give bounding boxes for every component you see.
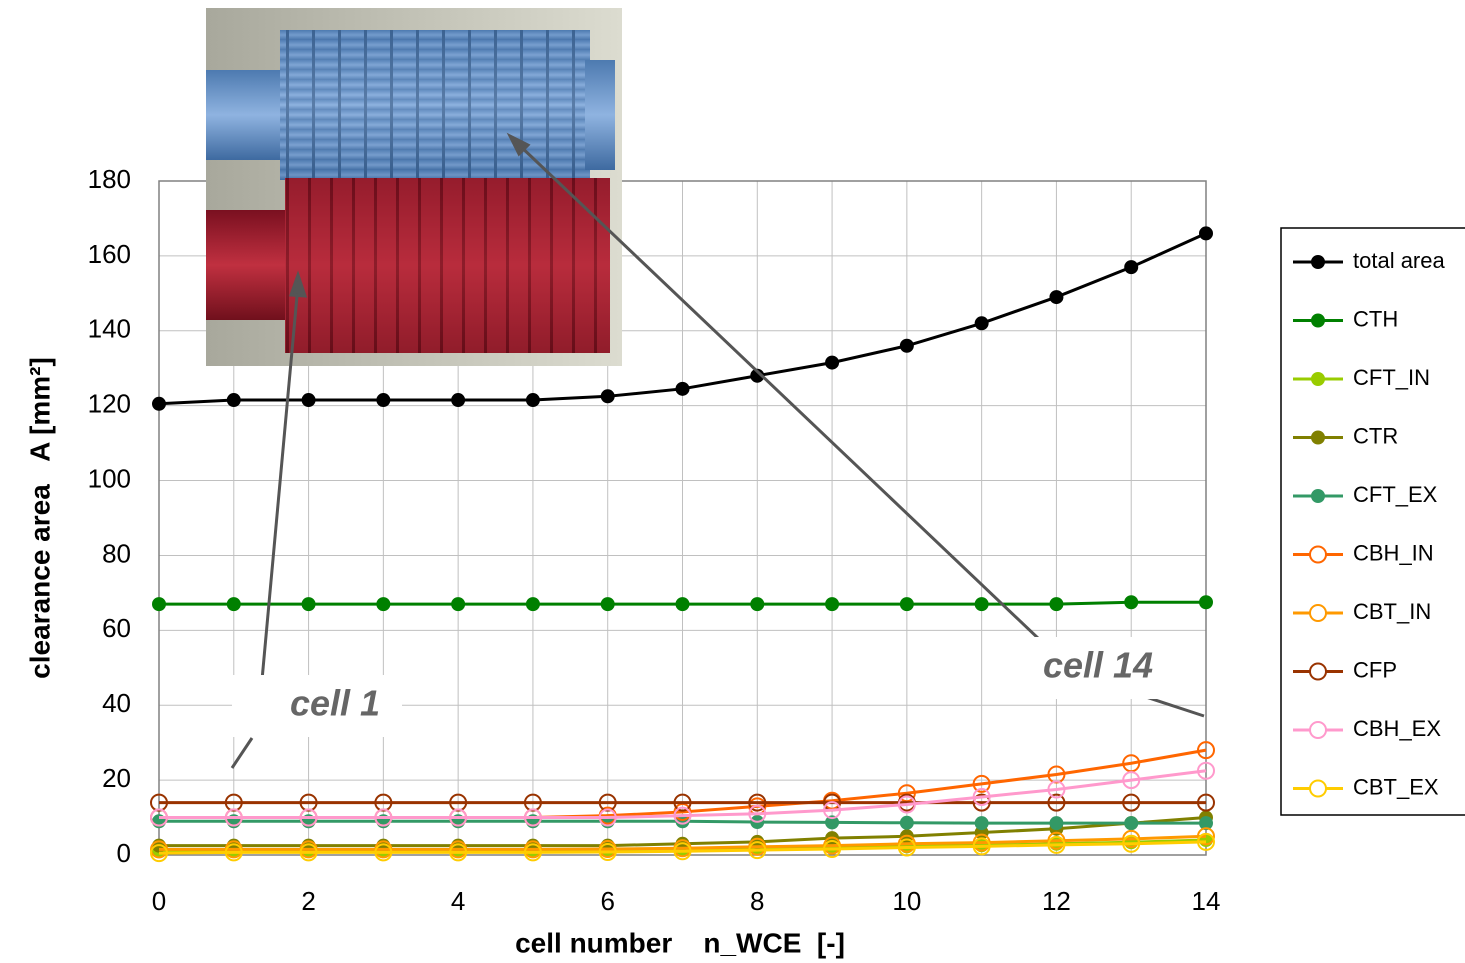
point (1050, 598, 1062, 610)
point (1050, 817, 1062, 829)
y-tick-label: 80 (102, 538, 131, 568)
x-tick-label: 8 (750, 886, 764, 916)
legend-label: CBH_IN (1353, 540, 1434, 565)
point (1125, 261, 1137, 273)
legend-label: CFT_EX (1353, 482, 1438, 507)
inset-image (206, 8, 622, 366)
point (228, 598, 240, 610)
legend-label: CBH_EX (1353, 716, 1441, 741)
point (377, 394, 389, 406)
legend-label: CFT_IN (1353, 365, 1430, 390)
legend-marker (1310, 722, 1326, 738)
legend-label: CTH (1353, 306, 1398, 331)
point (377, 598, 389, 610)
legend-marker (1312, 432, 1324, 444)
x-tick-label: 0 (152, 886, 166, 916)
x-tick-label: 12 (1042, 886, 1071, 916)
point (826, 598, 838, 610)
legend-marker (1312, 490, 1324, 502)
point (153, 598, 165, 610)
point (826, 357, 838, 369)
point (1125, 817, 1137, 829)
legend-marker (1312, 315, 1324, 327)
point (1050, 291, 1062, 303)
x-tick-label: 6 (600, 886, 614, 916)
y-tick-label: 180 (88, 164, 131, 194)
y-axis-label: clearance area A [mm²] (24, 357, 55, 679)
x-tick-label: 10 (892, 886, 921, 916)
point (751, 598, 763, 610)
legend-label: total area (1353, 248, 1445, 273)
legend-label: CBT_EX (1353, 774, 1439, 799)
x-tick-label: 2 (301, 886, 315, 916)
point (153, 398, 165, 410)
point (602, 390, 614, 402)
legend-marker (1312, 373, 1324, 385)
y-tick-label: 60 (102, 613, 131, 643)
legend-marker (1312, 256, 1324, 268)
legend-label: CFP (1353, 657, 1397, 682)
point (527, 598, 539, 610)
legend-marker (1310, 781, 1326, 797)
point (901, 340, 913, 352)
point (1200, 596, 1212, 608)
point (228, 394, 240, 406)
legend-marker (1310, 605, 1326, 621)
point (303, 394, 315, 406)
point (976, 598, 988, 610)
x-axis-label: cell number n_WCE [-] (515, 927, 845, 958)
point (602, 598, 614, 610)
point (976, 817, 988, 829)
point (303, 598, 315, 610)
point (1200, 227, 1212, 239)
y-tick-label: 120 (88, 389, 131, 419)
point (677, 383, 689, 395)
point (452, 394, 464, 406)
x-tick-label: 4 (451, 886, 465, 916)
point (901, 817, 913, 829)
point (976, 317, 988, 329)
y-tick-label: 0 (117, 838, 131, 868)
point (452, 598, 464, 610)
y-tick-label: 160 (88, 239, 131, 269)
chart: cell 1 cell 14 cell number n_WCE [-] cle… (0, 0, 1465, 963)
y-tick-label: 20 (102, 763, 131, 793)
legend-marker (1310, 664, 1326, 680)
y-tick-label: 140 (88, 314, 131, 344)
y-tick-label: 40 (102, 688, 131, 718)
point (901, 598, 913, 610)
point (1125, 596, 1137, 608)
x-tick-label: 14 (1192, 886, 1221, 916)
point (527, 394, 539, 406)
point (677, 598, 689, 610)
legend-label: CBT_IN (1353, 599, 1431, 624)
legend-marker (1310, 547, 1326, 563)
y-tick-label: 100 (88, 463, 131, 493)
annotation: cell 1 (290, 683, 380, 724)
legend-label: CTR (1353, 423, 1398, 448)
annotation: cell 14 (1043, 645, 1153, 686)
